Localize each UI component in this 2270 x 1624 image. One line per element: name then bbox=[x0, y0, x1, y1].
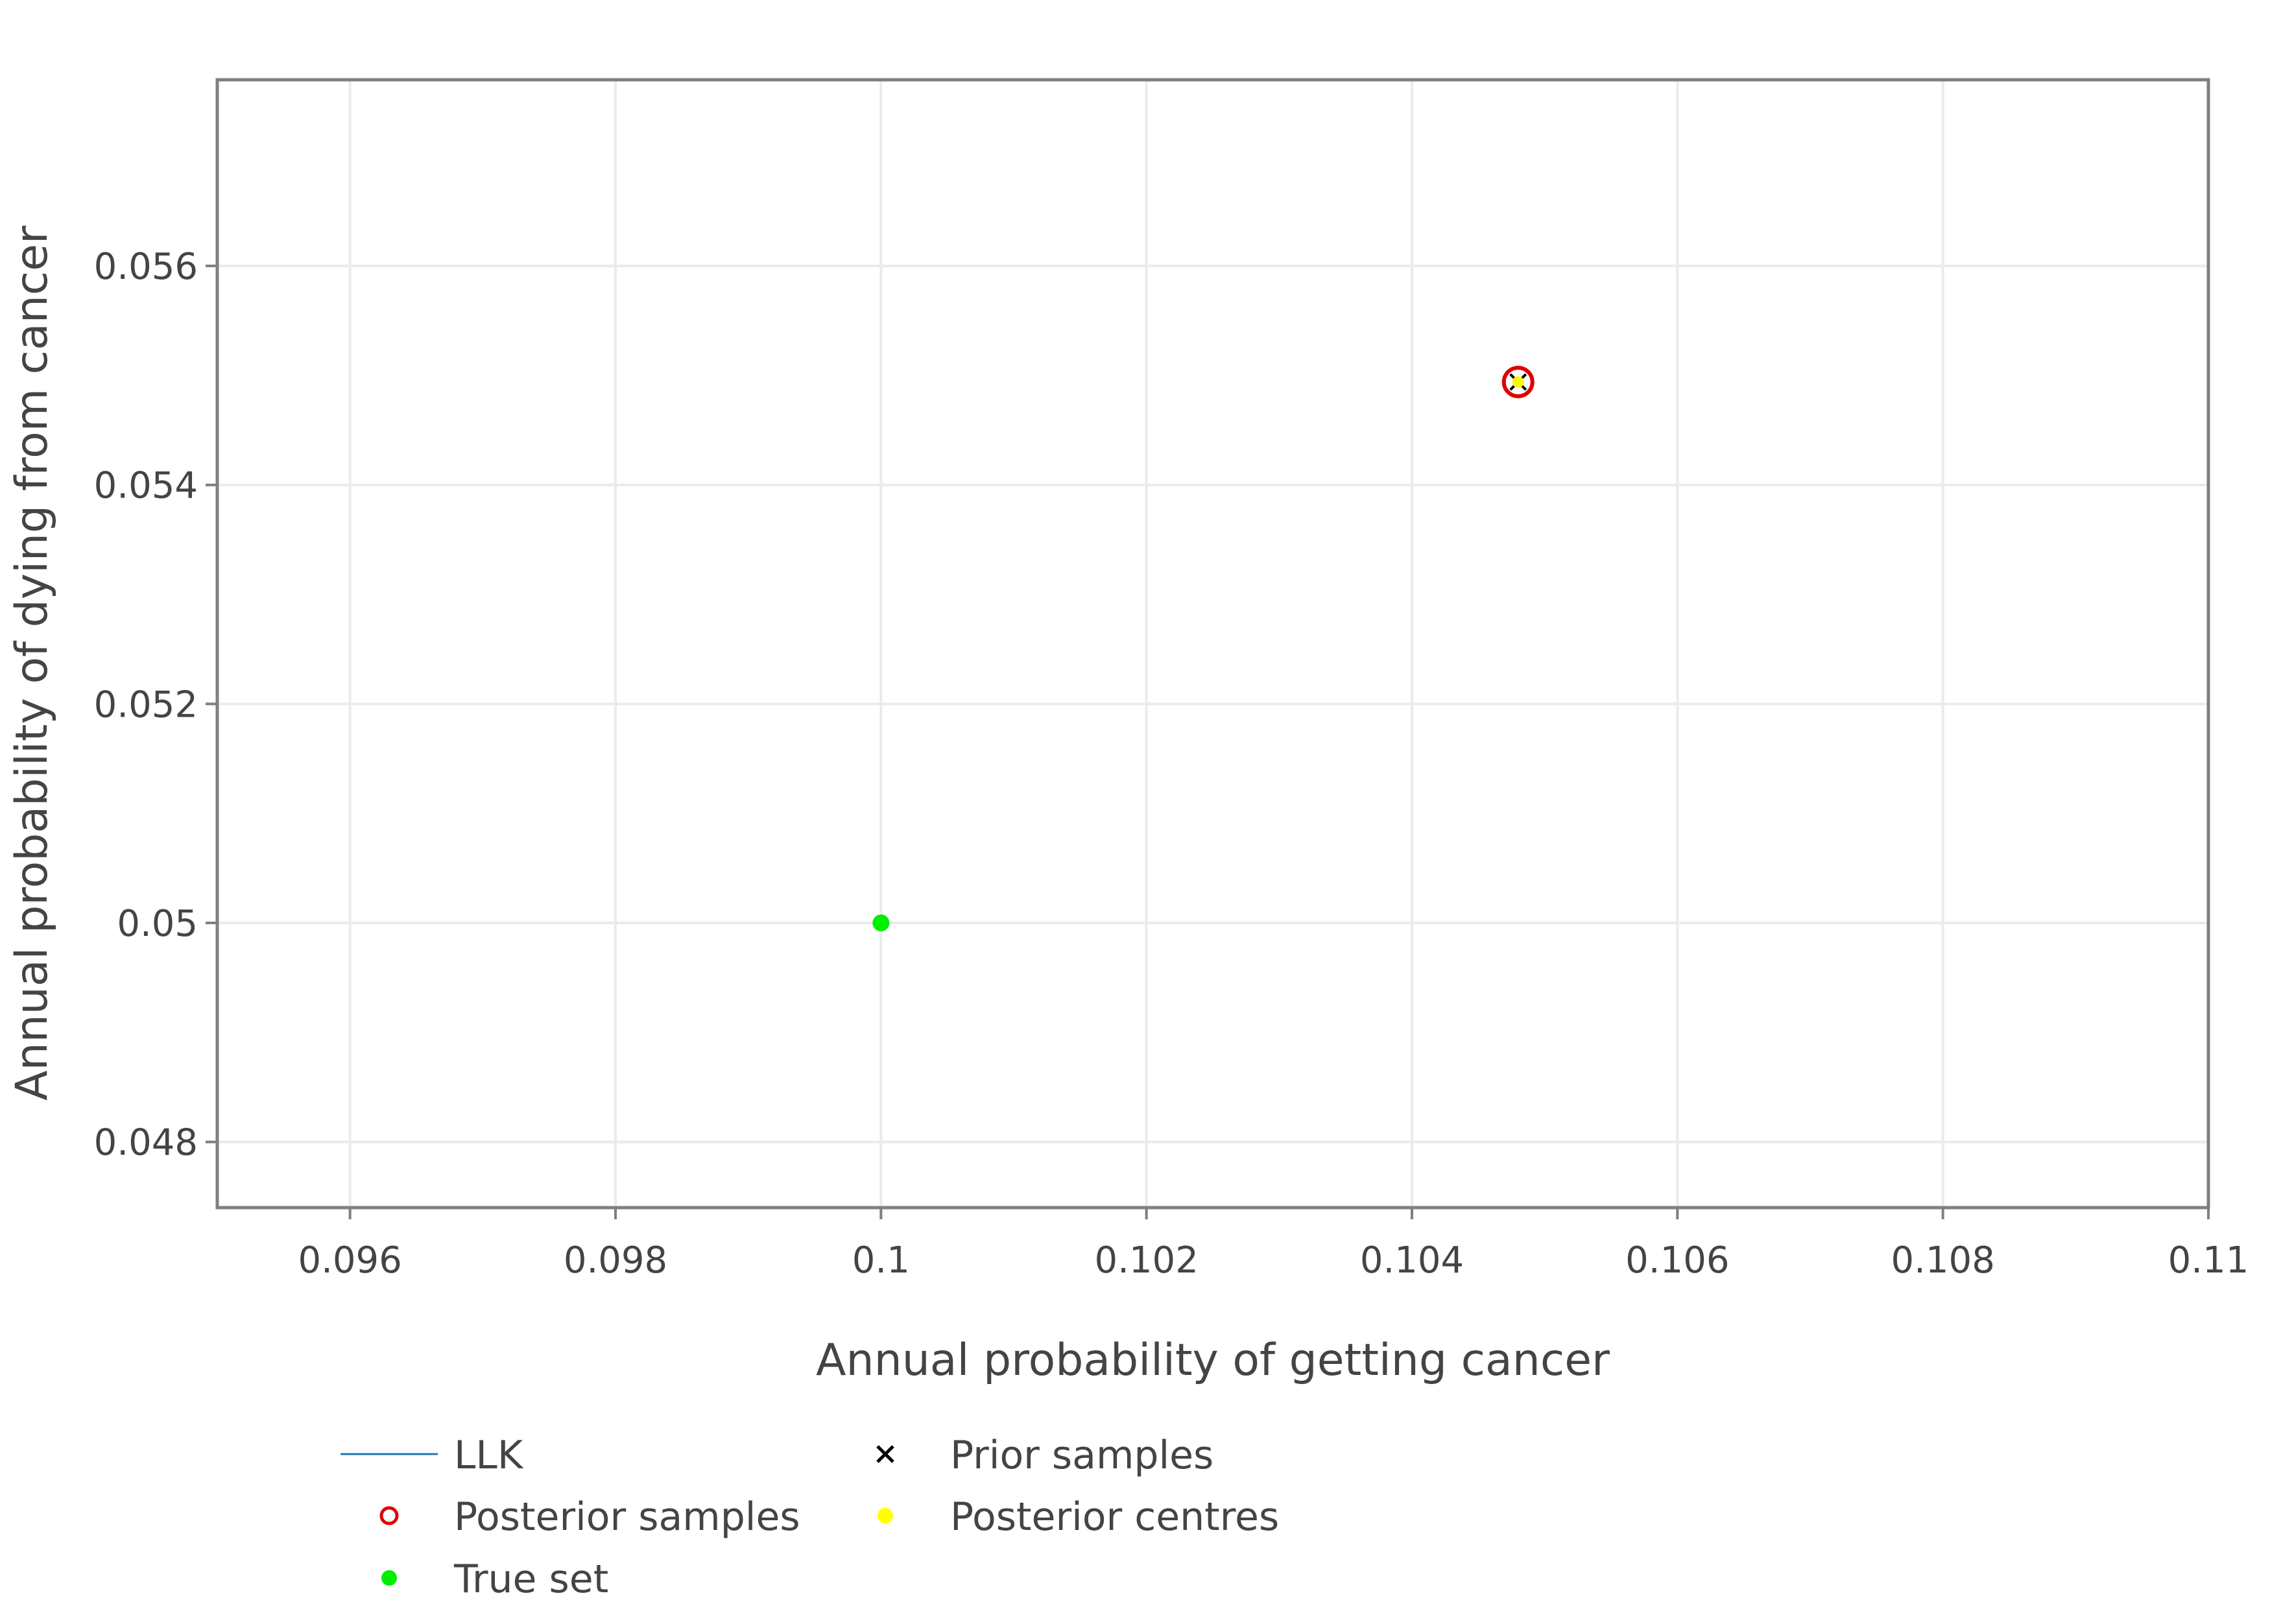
x-tick-label: 0.102 bbox=[1095, 1239, 1199, 1282]
x-tick-label: 0.106 bbox=[1625, 1239, 1729, 1282]
y-axis-title: Annual probability of dying from cancer bbox=[6, 226, 58, 1101]
data-marks bbox=[872, 365, 1535, 932]
x-tick-label: 0.096 bbox=[298, 1239, 402, 1282]
legend-item-posterior-centres: Posterior centres bbox=[878, 1494, 1279, 1540]
legend-label-true-set: True set bbox=[453, 1557, 608, 1602]
legend-label-posterior-samples: Posterior samples bbox=[454, 1494, 800, 1540]
legend-swatch-posterior-centres bbox=[878, 1508, 893, 1523]
legend-item-llk: LLK bbox=[340, 1433, 524, 1478]
y-tick-label: 0.054 bbox=[94, 465, 198, 507]
legend-item-prior-samples: Prior samples bbox=[876, 1433, 1213, 1478]
legend-swatch-stroke bbox=[876, 1445, 894, 1463]
point-posterior-centres bbox=[1512, 376, 1524, 388]
point-posterior-samples bbox=[1501, 365, 1535, 398]
legend-label-llk: LLK bbox=[454, 1433, 524, 1478]
x-tick-label: 0.098 bbox=[564, 1239, 667, 1282]
point-true-set bbox=[872, 914, 890, 932]
legend-item-true-set: True set bbox=[381, 1557, 608, 1602]
x-tick-label: 0.1 bbox=[852, 1239, 910, 1282]
axis-ticks: 0.096 0.098 0.1 0.102 0.104 0.106 0.108 0.11 0.0… bbox=[94, 246, 2249, 1282]
legend-swatch-prior-samples bbox=[876, 1445, 894, 1463]
x-axis-title: Annual probability of getting cancer bbox=[816, 1335, 1610, 1386]
y-tick-label: 0.056 bbox=[94, 246, 198, 288]
y-tick-label: 0.05 bbox=[117, 903, 198, 945]
x-tick-label: 0.108 bbox=[1891, 1239, 1995, 1282]
x-tick-label: 0.11 bbox=[2168, 1239, 2249, 1282]
legend-label-prior-samples: Prior samples bbox=[950, 1433, 1213, 1478]
plot-frame bbox=[215, 78, 2210, 1210]
legend: LLK Prior samples Posterior samples Posteri… bbox=[340, 1433, 1279, 1602]
legend-swatch-true-set bbox=[381, 1570, 397, 1586]
y-tick-label: 0.052 bbox=[94, 684, 198, 726]
y-tick-label: 0.048 bbox=[94, 1122, 198, 1164]
legend-label-posterior-centres: Posterior centres bbox=[950, 1494, 1279, 1540]
legend-item-posterior-samples: Posterior samples bbox=[379, 1494, 800, 1540]
legend-swatch-posterior-samples bbox=[379, 1506, 399, 1525]
x-tick-label: 0.104 bbox=[1360, 1239, 1464, 1282]
